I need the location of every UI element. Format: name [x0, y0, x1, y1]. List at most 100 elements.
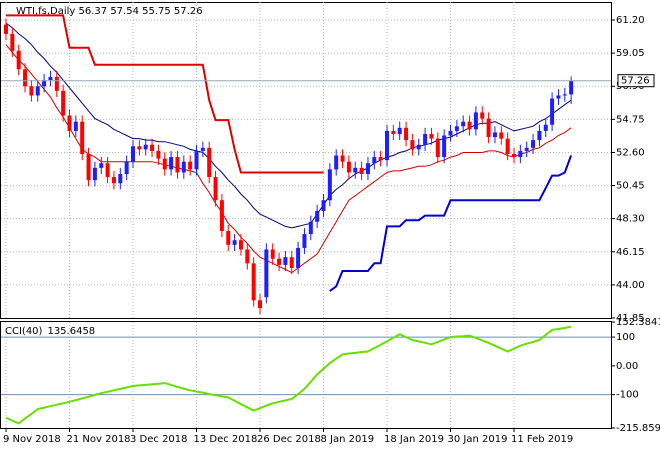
y-tick-label: 52.60: [616, 147, 645, 158]
y-tick-label: 152.3841: [616, 317, 660, 328]
candle-body: [404, 127, 409, 141]
candle-body: [346, 161, 351, 173]
candle-body: [365, 163, 370, 175]
candle-body: [385, 130, 389, 161]
candle-body: [251, 263, 256, 301]
candle-body: [473, 112, 478, 130]
candle-body: [359, 167, 364, 175]
x-tick-label: 11 Feb 2019: [511, 434, 573, 445]
x-tick-label: 18 Jan 2019: [384, 434, 444, 445]
candle-body: [340, 155, 345, 162]
candle-body: [302, 234, 307, 248]
candle-body: [270, 249, 275, 259]
candle-body: [73, 121, 78, 131]
candle-body: [435, 138, 440, 158]
price-panel: [0, 2, 612, 319]
candle-body: [562, 94, 567, 96]
cci-line: [5, 325, 572, 425]
candle-body: [512, 153, 516, 158]
candle-body: [277, 258, 282, 265]
candle-body: [372, 157, 377, 164]
candle-body: [537, 130, 542, 141]
y-tick-label: 0.00: [616, 361, 638, 372]
candle-body: [556, 95, 561, 99]
candle-body: [29, 86, 34, 96]
y-tick-label: 48.30: [616, 214, 645, 225]
candle-body: [492, 132, 497, 138]
candle-body: [80, 121, 85, 154]
y-tick-label: 100: [616, 332, 635, 343]
candle-body: [327, 169, 332, 201]
candle-body: [397, 127, 402, 134]
candle-body: [124, 161, 129, 175]
y-tick-label: 59.05: [616, 48, 645, 59]
candle-body: [48, 76, 53, 81]
x-tick-label: 26 Dec 2018: [257, 434, 321, 445]
y-tick-label: -100: [616, 390, 639, 401]
candle-body: [283, 257, 288, 265]
last-price-box: [617, 74, 655, 88]
candle-body: [550, 98, 555, 125]
candle-body: [543, 124, 548, 131]
y-tick-label: 46.15: [616, 247, 645, 258]
candle-body: [23, 69, 28, 87]
candle-body: [467, 121, 472, 130]
last-price-label: 57.26: [621, 76, 650, 87]
candle-body: [499, 132, 504, 139]
candle-body: [131, 146, 135, 162]
candle-body: [213, 177, 218, 201]
indicator-line: [329, 155, 573, 292]
y-tick-label: 61.20: [616, 15, 645, 26]
candle-body: [315, 210, 320, 222]
candle-body: [194, 150, 199, 170]
candle-body: [569, 80, 574, 95]
candle-body: [518, 150, 523, 158]
candle-body: [169, 157, 174, 170]
y-tick-label: -215.859: [616, 423, 660, 434]
candle-body: [137, 146, 142, 150]
y-tick-label: 41.85: [616, 313, 645, 324]
candle-body: [245, 249, 250, 264]
candle-body: [524, 147, 529, 151]
indicator-title: CCI(40): [5, 326, 43, 337]
candle-body: [156, 150, 161, 159]
candle-body: [118, 174, 123, 184]
indicator-value: 135.6458: [47, 326, 95, 337]
candle-body: [410, 140, 415, 150]
candle-body: [289, 257, 294, 268]
candle-body: [35, 86, 40, 96]
candle-body: [219, 200, 224, 231]
indicator-line: [5, 44, 572, 274]
candle-body: [188, 161, 193, 170]
candle-body: [143, 144, 148, 150]
candle-body: [226, 230, 231, 245]
candle-body: [416, 144, 421, 150]
candle-body: [67, 115, 72, 131]
chart-title: WTI,fs,Daily 56.37 57.54 55.75 57.26: [16, 6, 203, 17]
indicator-line: [6, 14, 324, 174]
candle-body: [61, 90, 66, 116]
candle-body: [232, 240, 237, 245]
candle-body: [429, 133, 434, 139]
candle-body: [238, 240, 243, 250]
candle-body: [308, 221, 313, 235]
candle-body: [531, 140, 536, 148]
candle-body: [423, 133, 428, 145]
candle-body: [16, 50, 21, 70]
candle-body: [42, 80, 47, 87]
candle-body: [378, 157, 383, 161]
candle-body: [200, 147, 205, 151]
candle-body: [448, 130, 453, 136]
candle-body: [264, 249, 269, 298]
candle-body: [461, 121, 466, 127]
candle-body: [111, 177, 116, 184]
x-tick-label: 13 Dec 2018: [194, 434, 258, 445]
x-tick-label: 30 Jan 2019: [448, 434, 508, 445]
x-tick-label: 21 Nov 2018: [67, 434, 131, 445]
candle-body: [150, 144, 155, 151]
x-tick-label: 8 Jan 2019: [321, 434, 375, 445]
y-tick-label: 54.75: [616, 114, 645, 125]
candle-body: [54, 76, 59, 91]
candle-body: [92, 167, 97, 181]
